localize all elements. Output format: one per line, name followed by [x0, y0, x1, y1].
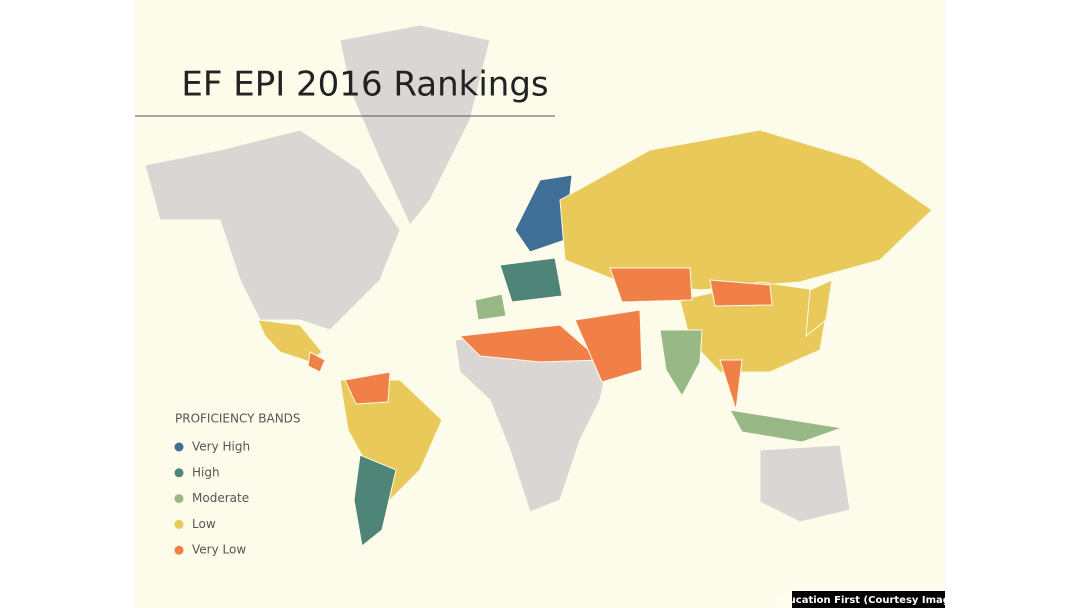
legend-label: Very Low: [192, 543, 246, 557]
legend-swatch: [174, 494, 184, 504]
legend-swatch: [174, 442, 184, 452]
credit-box: [792, 591, 945, 608]
legend-swatch: [174, 519, 184, 529]
legend-swatch: [174, 545, 184, 555]
world-map: [144, 24, 933, 547]
credit: Education First (Courtesy Image): [775, 595, 962, 606]
legend-label: Very High: [192, 440, 250, 454]
legend-title: PROFICIENCY BANDS: [175, 412, 301, 426]
legend-swatch: [174, 468, 184, 478]
legend-label: Moderate: [192, 491, 249, 505]
legend: Very High High Moderate Low Very Low: [174, 440, 250, 557]
title: EF EPI 2016 Rankings: [181, 65, 548, 105]
legend-label: Low: [192, 517, 216, 531]
legend-label: High: [192, 465, 220, 479]
